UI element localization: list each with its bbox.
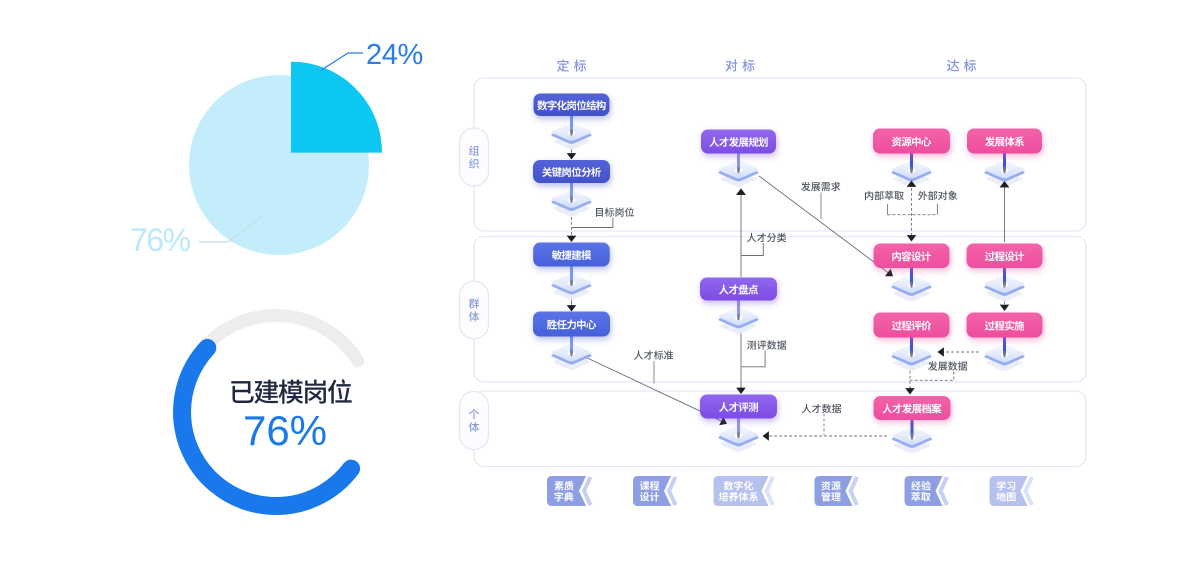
svg-text:76%: 76% [130,222,191,258]
svg-text:76%: 76% [243,407,327,454]
svg-text:24%: 24% [366,39,423,71]
